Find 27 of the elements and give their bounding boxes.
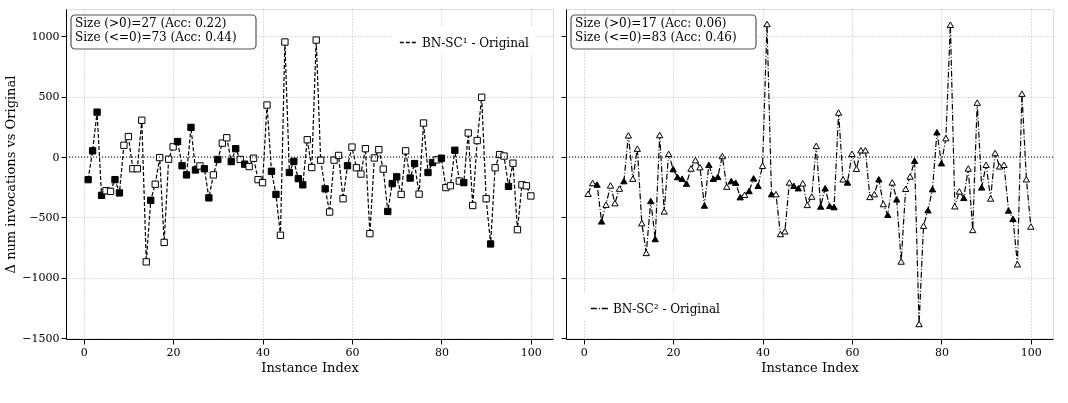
x-axis-title: Instance Index <box>761 359 860 375</box>
x-tick-label: 20 <box>666 345 681 359</box>
x-tick-label: 20 <box>166 345 181 359</box>
x-tick-label: 60 <box>845 345 860 359</box>
x-tick-label: 100 <box>520 345 542 359</box>
x-tick-label: 0 <box>580 345 588 359</box>
x-tick-label: 40 <box>256 345 271 359</box>
x-axis-title: Instance Index <box>261 359 360 375</box>
x-tick-label: 80 <box>934 345 949 359</box>
x-tick-label: 60 <box>345 345 360 359</box>
x-tick-label: 100 <box>1020 345 1042 359</box>
annotation: Size (<=0)=73 (Acc: 0.44) <box>75 30 237 44</box>
legend-label: BN-SC¹ - Original <box>422 35 530 50</box>
y-tick-label: −500 <box>29 210 60 224</box>
y-tick-label: −1000 <box>22 271 60 285</box>
y-axis-title: Δ num invocations vs Original <box>3 75 19 274</box>
y-tick-label: −1500 <box>22 331 60 345</box>
legend-label: BN-SC² - Original <box>613 301 721 316</box>
y-tick-label: 1000 <box>31 29 60 43</box>
y-tick-label: 0 <box>52 150 60 164</box>
x-tick-label: 80 <box>434 345 449 359</box>
annotation: Size (>0)=17 (Acc: 0.06) <box>575 16 727 30</box>
y-tick-label: 500 <box>38 90 60 104</box>
x-tick-label: 0 <box>80 345 88 359</box>
annotation: Size (>0)=27 (Acc: 0.22) <box>75 16 227 30</box>
annotation: Size (<=0)=83 (Acc: 0.46) <box>575 30 737 44</box>
x-tick-label: 40 <box>756 345 771 359</box>
